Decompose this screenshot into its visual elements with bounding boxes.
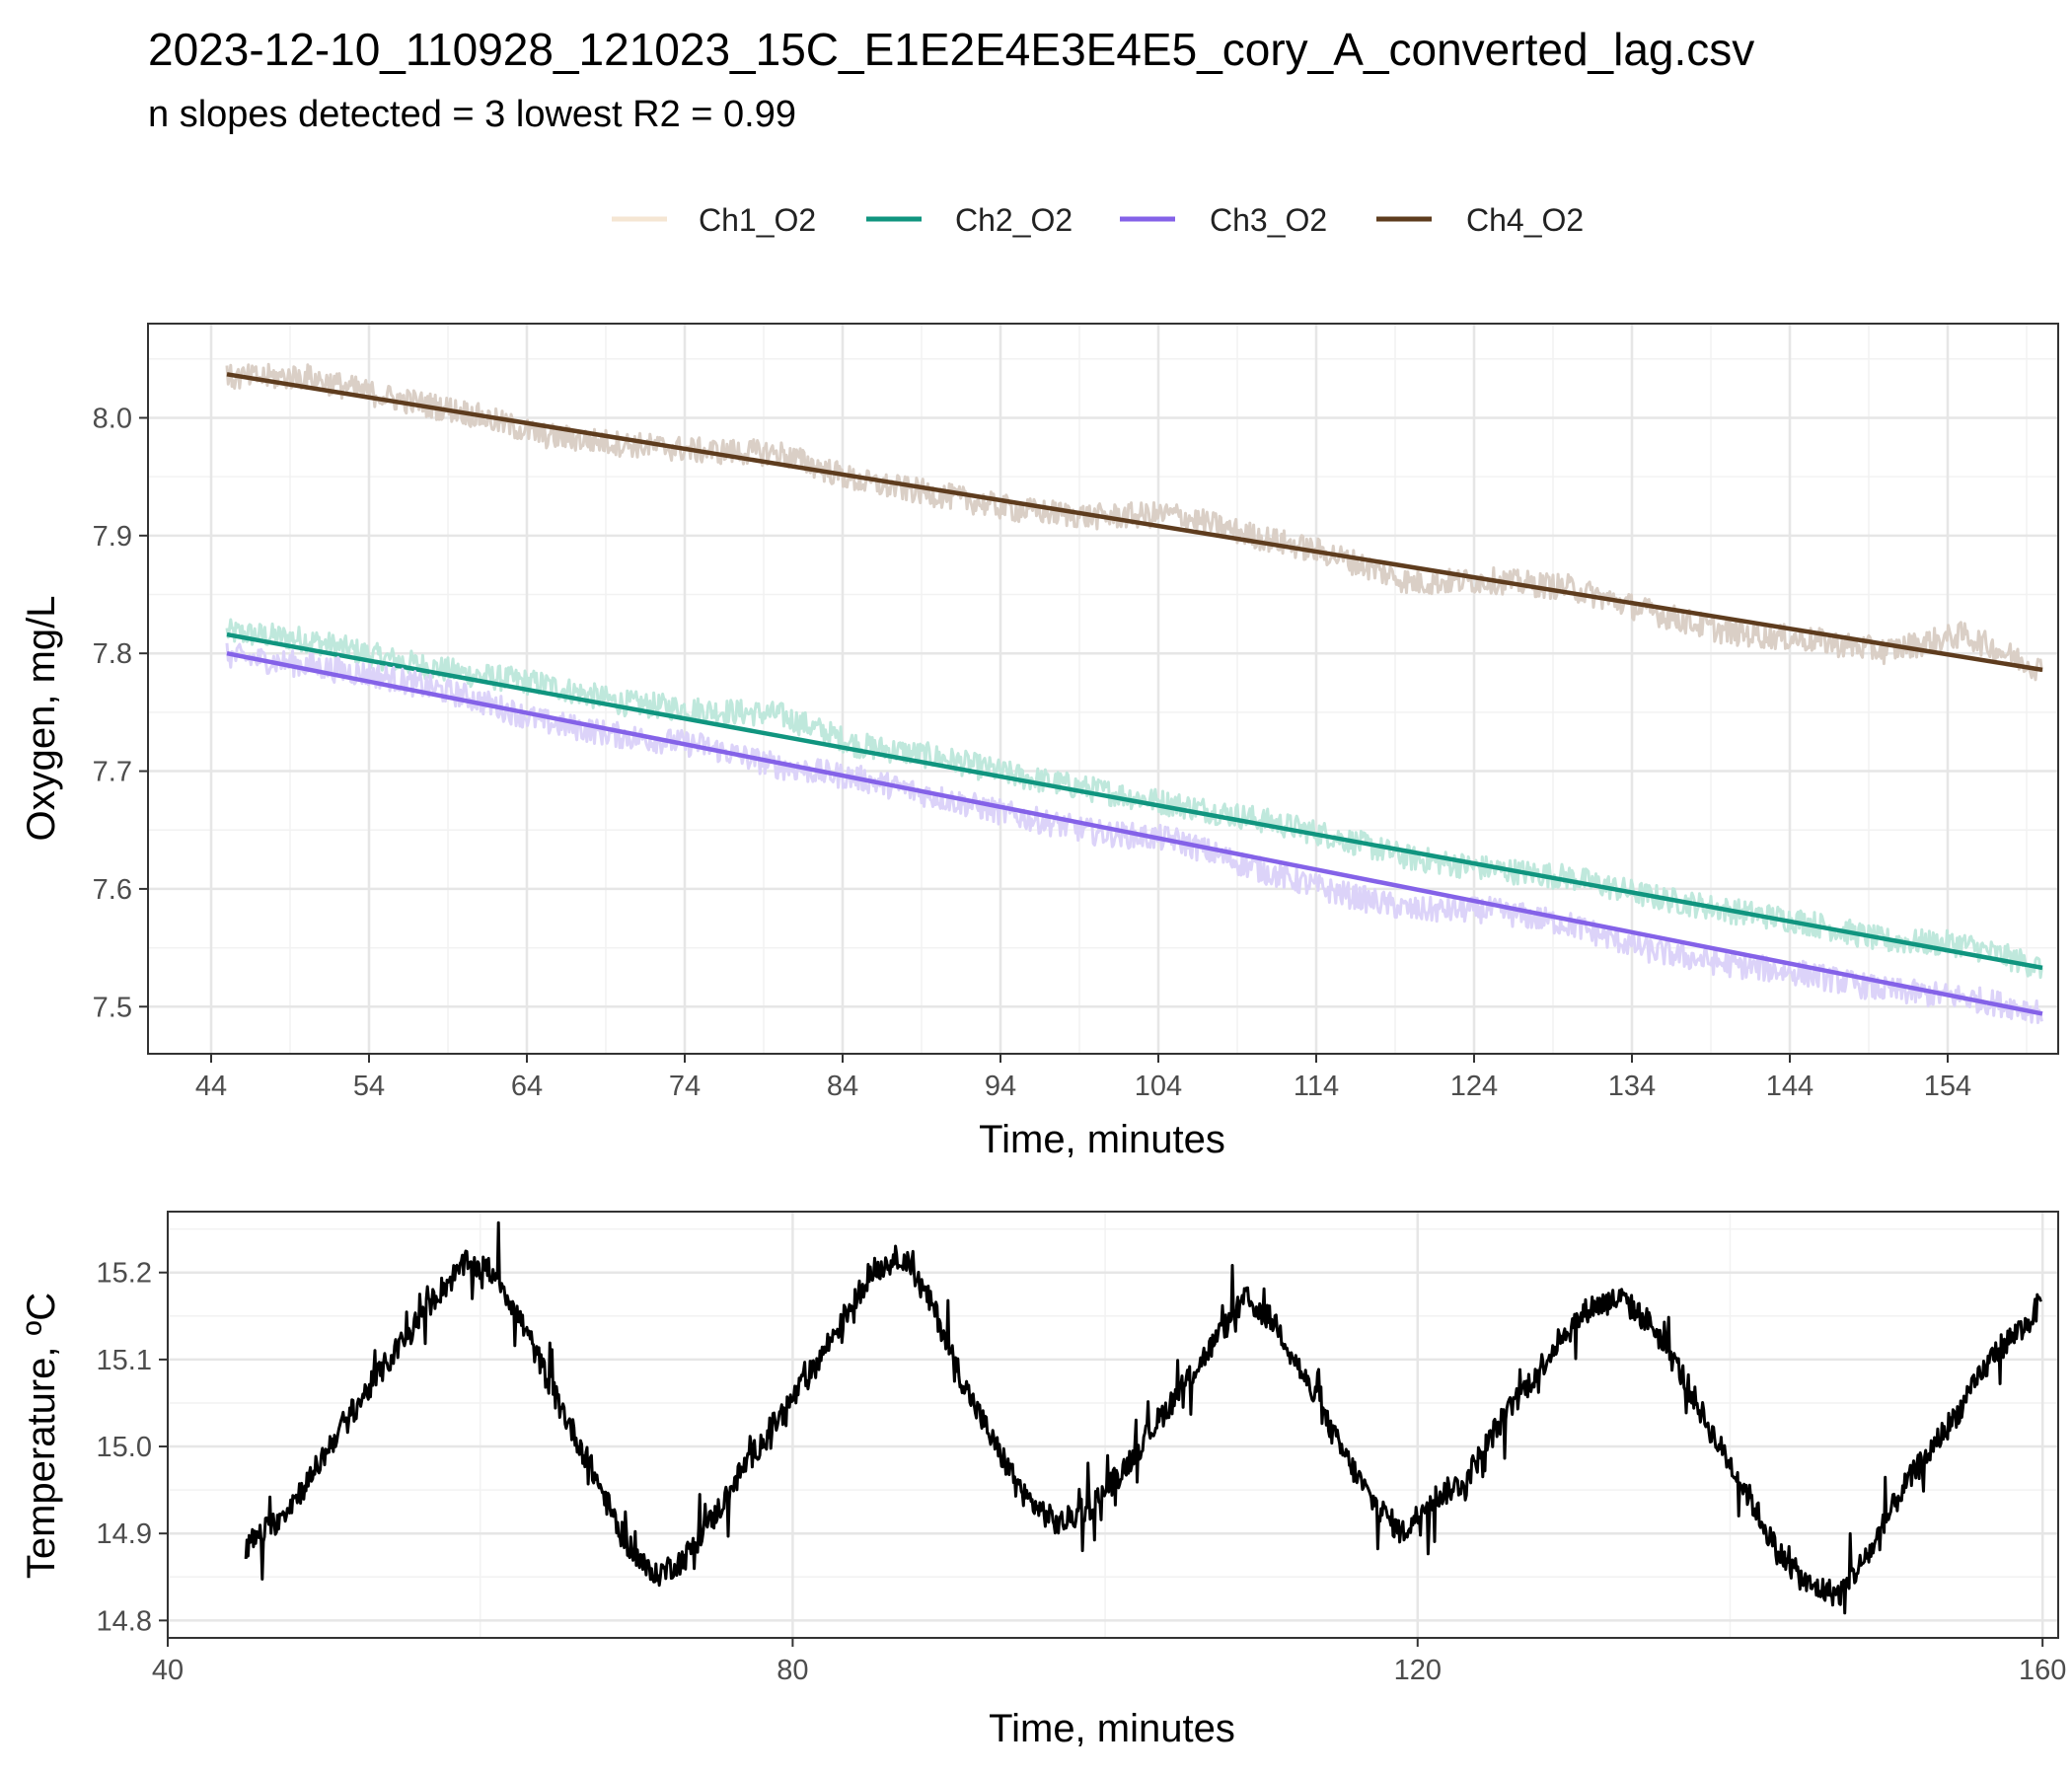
legend-label-ch3-o2: Ch3_O2: [1210, 202, 1327, 238]
temperature-x-axis-title: Time, minutes: [989, 1707, 1235, 1750]
temperature-y-axis-title: Temperature, ºC: [20, 1293, 63, 1579]
oxygen-x-axis-title: Time, minutes: [979, 1118, 1225, 1161]
chart-title: 2023-12-10_110928_121023_15C_E1E2E4E3E4E…: [148, 24, 1754, 75]
temperature-y-tick-label: 14.8: [97, 1605, 152, 1637]
oxygen-x-tick-label: 64: [511, 1071, 543, 1102]
oxygen-x-tick-label: 114: [1294, 1071, 1339, 1102]
temperature-y-tick-label: 14.9: [97, 1518, 152, 1550]
oxygen-x-tick-label: 84: [827, 1071, 858, 1102]
temperature-y-tick-label: 15.0: [97, 1432, 152, 1463]
oxygen-x-tick-label: 54: [353, 1071, 385, 1102]
oxygen-x-tick-label: 124: [1450, 1071, 1498, 1102]
oxygen-x-tick-label: 94: [985, 1071, 1016, 1102]
legend-label-ch2-o2: Ch2_O2: [955, 202, 1073, 238]
temperature-x-tick-label: 120: [1394, 1655, 1442, 1686]
oxygen-series-ch4-o2-fit: [226, 372, 2043, 673]
oxygen-x-tick-label: 154: [1924, 1071, 1971, 1102]
legend-label-ch4-o2: Ch4_O2: [1466, 202, 1584, 238]
legend: Ch1_O2 Ch2_O2 Ch3_O2 Ch4_O2: [612, 202, 1584, 238]
oxygen-x-tick-label: 74: [669, 1071, 701, 1102]
oxygen-y-tick-label: 7.6: [93, 874, 132, 906]
oxygen-series-ch4-o2-raw: [225, 362, 2043, 682]
oxygen-y-tick-label: 7.8: [93, 638, 132, 670]
oxygen-panel: 44 54 64 74 84 94 104 114 124 134 144 154 7.5 7.6 7.7 7…: [93, 323, 2059, 1102]
temperature-series-temperature: [244, 1221, 2043, 1615]
temperature-panel: 40 80 120 160 14.8 14.9 15.0 15.1 15.2: [97, 1211, 2066, 1686]
oxygen-series-ch2-o2-fit: [226, 631, 2043, 971]
oxygen-x-tick-label: 134: [1608, 1071, 1656, 1102]
temperature-x-tick-label: 80: [777, 1655, 808, 1686]
oxygen-y-axis-title: Oxygen, mg/L: [20, 595, 63, 841]
oxygen-x-tick-label: 104: [1135, 1071, 1182, 1102]
oxygen-series-ch3-o2-raw: [225, 642, 2043, 1024]
oxygen-y-tick-label: 8.0: [93, 403, 132, 434]
temperature-y-tick-label: 15.1: [97, 1345, 152, 1376]
temperature-x-tick-label: 40: [152, 1655, 184, 1686]
oxygen-series-ch3-o2-fit: [226, 650, 2043, 1016]
chart-subtitle: n slopes detected = 3 lowest R2 = 0.99: [148, 94, 796, 135]
oxygen-x-tick-label: 144: [1766, 1071, 1813, 1102]
temperature-panel-border: [167, 1211, 2059, 1639]
oxygen-y-tick-label: 7.7: [93, 757, 132, 788]
legend-label-ch1-o2: Ch1_O2: [699, 202, 816, 238]
oxygen-y-tick-label: 7.9: [93, 521, 132, 553]
oxygen-panel-border: [147, 323, 2059, 1055]
temperature-y-tick-label: 15.2: [97, 1258, 152, 1290]
temperature-x-tick-label: 160: [2019, 1655, 2066, 1686]
oxygen-x-tick-label: 44: [195, 1071, 227, 1102]
oxygen-y-tick-label: 7.5: [93, 992, 132, 1023]
